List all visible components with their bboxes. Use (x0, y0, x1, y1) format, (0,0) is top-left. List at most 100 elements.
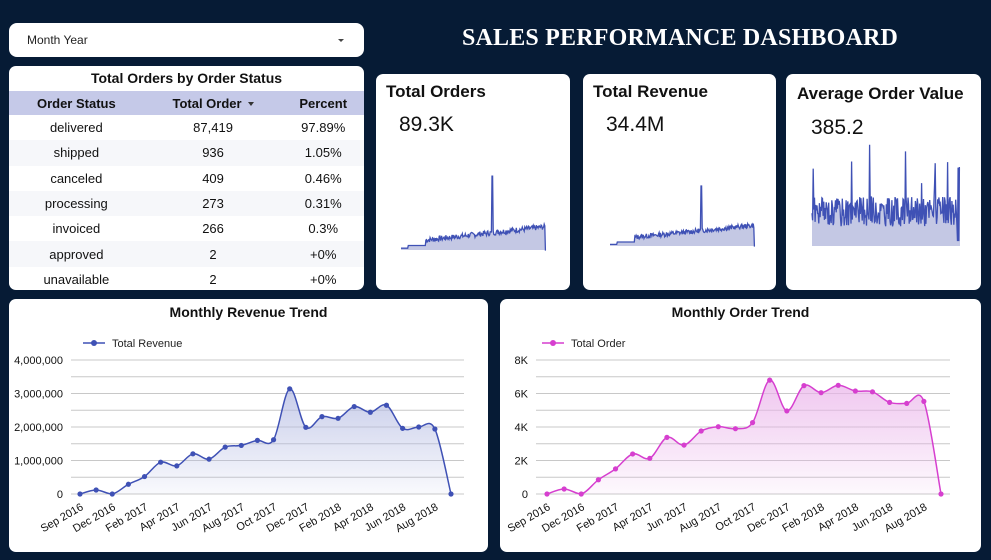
column-header-percent[interactable]: Percent (282, 91, 364, 115)
data-point-jun-2017[interactable] (681, 442, 687, 448)
data-point-jul-2018[interactable] (904, 400, 910, 406)
data-point-sep-2017[interactable] (254, 437, 261, 443)
status-cell: approved (9, 241, 144, 267)
column-header-order-status[interactable]: Order Status (9, 91, 144, 115)
data-point-jan-2017[interactable] (595, 477, 601, 483)
column-header-label: Order Status (36, 95, 116, 111)
sparkline-line (610, 185, 756, 247)
data-point-oct-2016[interactable] (93, 487, 99, 493)
data-point-dec-2017[interactable] (784, 408, 790, 414)
data-point-aug-2017[interactable] (715, 424, 721, 430)
legend-marker-icon (550, 340, 556, 346)
data-point-apr-2017[interactable] (174, 463, 180, 469)
data-point-jan-2018[interactable] (801, 383, 807, 389)
data-point-may-2017[interactable] (664, 434, 670, 440)
data-point-feb-2017[interactable] (141, 473, 148, 480)
status-cell: canceled (50, 170, 103, 186)
kpi-total-revenue: Total Revenue 34.4M (583, 74, 776, 290)
y-tick-label: 4K (515, 422, 529, 434)
data-point-sep-2017[interactable] (732, 426, 739, 432)
data-point-jul-2018[interactable] (416, 424, 422, 430)
legend-label[interactable]: Total Revenue (112, 338, 182, 350)
data-point-jun-2018[interactable] (400, 425, 406, 431)
series-area (80, 388, 451, 494)
data-point-apr-2017[interactable] (647, 455, 653, 461)
data-point-aug-2018[interactable] (921, 398, 927, 404)
chevron-down-icon[interactable] (338, 38, 344, 42)
percent-cell: +0% (282, 241, 364, 267)
total-order-cell: 2 (143, 241, 283, 267)
order-status-table: Order Status Total Order Percent deliver… (9, 91, 364, 290)
data-point-mar-2018[interactable] (835, 382, 841, 388)
data-point-apr-2018[interactable] (852, 388, 858, 394)
table-row[interactable]: processing 273 0.31% (9, 190, 364, 217)
table-row[interactable]: canceled 409 0.46% (9, 166, 364, 191)
data-point-oct-2016[interactable] (561, 486, 567, 492)
total-order-cell: 936 (143, 140, 283, 166)
data-point-jan-2018[interactable] (319, 414, 325, 420)
sparkline-area (610, 186, 755, 246)
percent-cell: 0.46% (304, 170, 342, 186)
data-point-mar-2017[interactable] (158, 459, 164, 465)
data-point-jun-2017[interactable] (206, 456, 212, 462)
data-point-jul-2017[interactable] (698, 428, 704, 434)
data-point-sep-2018[interactable] (448, 491, 454, 497)
data-point-feb-2018[interactable] (818, 390, 824, 396)
data-point-jan-2017[interactable] (125, 481, 131, 487)
y-tick-label: 3,000,000 (14, 389, 63, 401)
total-order-cell: 266 (202, 221, 224, 237)
y-tick-label: 8K (515, 355, 529, 367)
data-point-dec-2016[interactable] (109, 491, 115, 497)
data-point-dec-2016[interactable] (578, 491, 584, 497)
table-row[interactable]: unavailable 2 +0% (9, 267, 364, 290)
data-point-oct-2017[interactable] (749, 420, 756, 426)
sort-desc-icon[interactable] (247, 102, 254, 107)
data-point-sep-2018[interactable] (938, 491, 944, 497)
order-status-table-card: Total Orders by Order Status Order Statu… (9, 66, 364, 290)
column-header-label: Total Order (172, 95, 242, 111)
sparkline-line (401, 175, 547, 251)
chart-title: Monthly Revenue Trend (169, 304, 328, 320)
data-point-mar-2017[interactable] (630, 451, 636, 457)
column-header-label: Percent (299, 95, 348, 111)
data-point-may-2017[interactable] (190, 451, 196, 457)
data-point-may-2018[interactable] (383, 402, 390, 408)
kpi-average-order-value: Average Order Value 385.2 (786, 74, 981, 290)
total-orders-sparkline (401, 175, 547, 251)
table-row[interactable]: approved 2 +0% (9, 241, 364, 267)
data-point-feb-2017[interactable] (612, 466, 619, 472)
kpi-title: Total Revenue (593, 82, 708, 101)
monthly-revenue-chart: 01,000,0002,000,0003,000,0004,000,000Sep… (14, 338, 464, 535)
data-point-oct-2017[interactable] (270, 437, 277, 443)
data-point-dec-2017[interactable] (303, 424, 309, 430)
kpi-value: 385.2 (811, 116, 864, 139)
kpi-title: Total Orders (386, 82, 486, 101)
table-row[interactable]: shipped 936 1.05% (9, 140, 364, 166)
sparkline-area (812, 144, 960, 246)
total-order-cell: 87,419 (193, 120, 233, 136)
percent-cell: 0.3% (308, 221, 339, 237)
legend-label[interactable]: Total Order (571, 338, 626, 350)
data-point-jun-2018[interactable] (887, 399, 893, 405)
data-point-nov-2017[interactable] (287, 386, 293, 392)
table-row[interactable]: invoiced 266 0.3% (9, 216, 364, 241)
data-point-nov-2017[interactable] (767, 377, 773, 383)
month-year-filter[interactable]: Month Year (9, 23, 364, 57)
percent-cell: 0.31% (282, 190, 364, 217)
status-cell: unavailable (43, 271, 110, 287)
data-point-jul-2017[interactable] (222, 444, 228, 450)
data-point-feb-2018[interactable] (335, 415, 341, 421)
status-cell: invoiced (52, 221, 101, 237)
data-point-aug-2017[interactable] (238, 442, 244, 449)
data-point-apr-2018[interactable] (367, 409, 373, 415)
table-row[interactable]: delivered 87,419 97.89% (9, 115, 364, 140)
column-header-total-order[interactable]: Total Order (143, 91, 283, 115)
data-point-mar-2018[interactable] (351, 403, 357, 410)
data-point-sep-2016[interactable] (544, 491, 550, 497)
total-order-cell: 2 (209, 271, 217, 287)
data-point-sep-2016[interactable] (77, 491, 83, 497)
sparkline-line (811, 144, 961, 242)
data-point-may-2018[interactable] (869, 389, 876, 395)
data-point-aug-2018[interactable] (432, 426, 438, 432)
percent-cell: 97.89% (301, 120, 346, 136)
